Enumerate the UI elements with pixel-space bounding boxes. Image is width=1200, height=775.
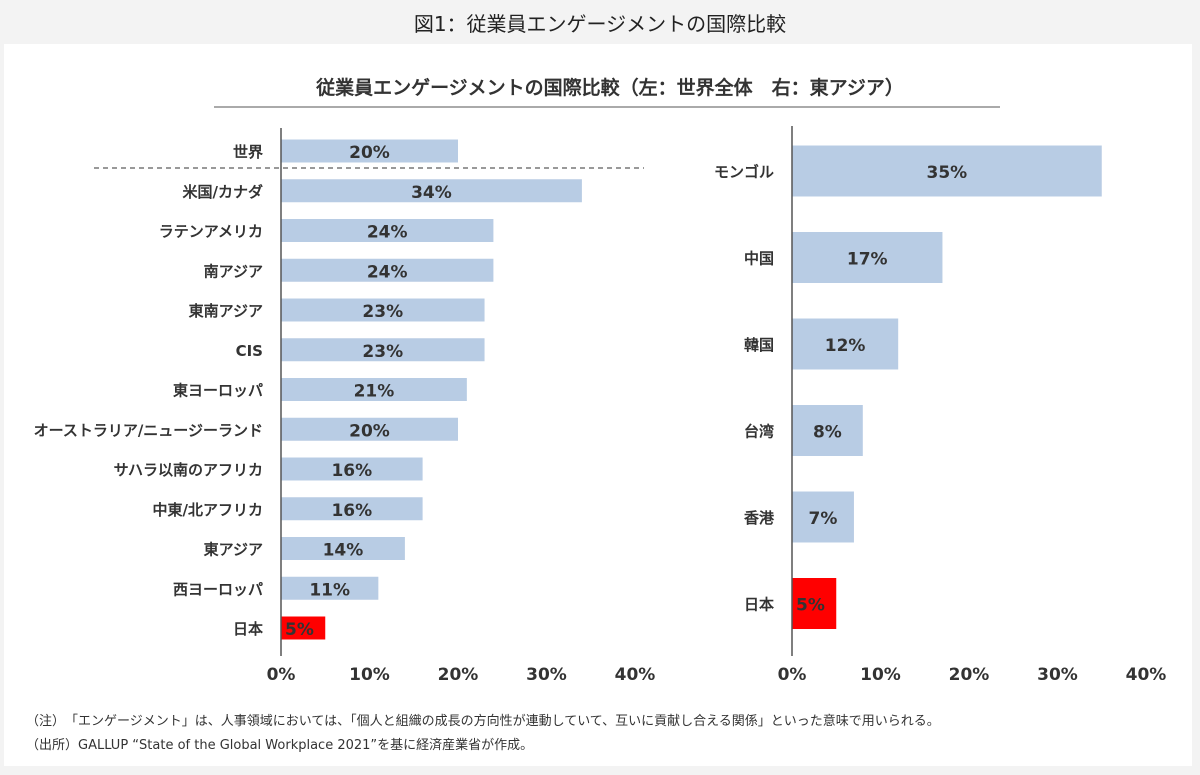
value-label: 34% — [411, 183, 452, 203]
bar-モンゴル — [792, 145, 1102, 197]
value-label: 20% — [349, 143, 390, 163]
value-label: 21% — [354, 382, 395, 402]
category-label: 東アジア — [204, 541, 263, 559]
category-label: オーストラリア/ニュージーランド — [34, 421, 263, 439]
bar-韓国 — [792, 318, 899, 370]
x-tick-label: 40% — [615, 665, 656, 685]
bar-サハラ以南のアフリカ — [281, 457, 423, 481]
value-label: 11% — [309, 580, 350, 600]
value-label: 8% — [813, 423, 842, 443]
value-label: 17% — [847, 250, 888, 270]
figure-caption: 図1：従業員エンゲージメントの国際比較 — [413, 12, 787, 36]
source-text: （出所）GALLUP “State of the Global Workplac… — [26, 738, 534, 753]
category-label: 台湾 — [744, 423, 774, 441]
bar-中国 — [792, 232, 943, 283]
x-tick-label: 10% — [349, 665, 390, 685]
bar-南アジア — [281, 258, 494, 282]
category-label: サハラ以南のアフリカ — [114, 461, 263, 479]
value-label: 24% — [367, 262, 408, 282]
value-label: 23% — [362, 302, 403, 322]
category-label: 米国/カナダ — [183, 183, 263, 201]
category-label: 香港 — [744, 509, 775, 527]
x-tick-label: 20% — [438, 665, 479, 685]
category-label: 日本 — [744, 596, 774, 614]
bar-オーストラリア/ニュージーランド — [281, 417, 458, 441]
right-chart-east-asia: モンゴル 35% 中国 17% 韓国 12% 台湾 8% 香港 7% 日本 5% 0% 10% 20% 30%… — [714, 126, 1166, 685]
footnotes: （注） 「エンゲージメント」は、人事領域においては、「個人と組織の成長の方向性が… — [26, 710, 940, 758]
category-label: 東ヨーロッパ — [173, 382, 263, 400]
value-label: 5% — [796, 596, 825, 616]
note-text: （注） 「エンゲージメント」は、人事領域においては、「個人と組織の成長の方向性が… — [26, 714, 940, 729]
x-tick-label: 30% — [526, 665, 567, 685]
bar-CIS — [281, 338, 485, 362]
category-label: 西ヨーロッパ — [173, 580, 263, 598]
category-label: 東南アジア — [189, 302, 263, 320]
value-label: 23% — [362, 342, 403, 362]
bar-日本 — [792, 578, 837, 629]
bar-東南アジア — [281, 298, 485, 322]
engagement-chart: 従業員エンゲージメントの国際比較（左：世界全体 右：東アジア） 世界 20% 米国/… — [34, 76, 1167, 685]
chart-title: 従業員エンゲージメントの国際比較（左：世界全体 右：東アジア） — [315, 76, 904, 99]
category-label: 中国 — [744, 250, 774, 268]
bar-中東/北アフリカ — [281, 497, 423, 521]
value-label: 5% — [285, 620, 314, 640]
x-tick-label: 0% — [267, 665, 296, 685]
bar-西ヨーロッパ — [281, 576, 379, 600]
category-label: 韓国 — [744, 336, 774, 354]
category-label: 中東/北アフリカ — [153, 501, 263, 519]
bar-東アジア — [281, 537, 405, 560]
category-label: 南アジア — [204, 262, 263, 280]
x-tick-label: 10% — [860, 665, 901, 685]
category-label: モンゴル — [714, 163, 774, 181]
left-chart-world: 世界 20% 米国/カナダ 34% ラテンアメリカ 24% 南アジア 24% 東南アジア 23% C… — [34, 128, 656, 685]
value-label: 14% — [323, 541, 364, 561]
bar-香港 — [792, 491, 854, 543]
x-tick-label: 30% — [1037, 665, 1078, 685]
value-label: 16% — [331, 461, 372, 481]
value-label: 7% — [809, 509, 838, 529]
category-label: 日本 — [233, 620, 263, 638]
bar-ラテンアメリカ — [281, 219, 494, 242]
bar-世界 — [281, 139, 458, 163]
x-tick-label: 0% — [778, 665, 807, 685]
category-label: 世界 — [233, 143, 263, 161]
bar-台湾 — [792, 405, 863, 456]
bar-米国/カナダ — [281, 179, 582, 203]
value-label: 12% — [825, 336, 866, 356]
chart-panel: 従業員エンゲージメントの国際比較（左：世界全体 右：東アジア） 世界 20% 米国/… — [4, 44, 1192, 766]
bar-日本 — [281, 616, 326, 640]
value-label: 16% — [331, 501, 372, 521]
category-label: CIS — [236, 342, 263, 360]
x-tick-label: 40% — [1126, 665, 1167, 685]
bar-東ヨーロッパ — [281, 378, 467, 401]
value-label: 24% — [367, 223, 408, 243]
value-label: 20% — [349, 421, 390, 441]
x-tick-label: 20% — [949, 665, 990, 685]
value-label: 35% — [927, 163, 968, 183]
category-label: ラテンアメリカ — [159, 223, 263, 241]
